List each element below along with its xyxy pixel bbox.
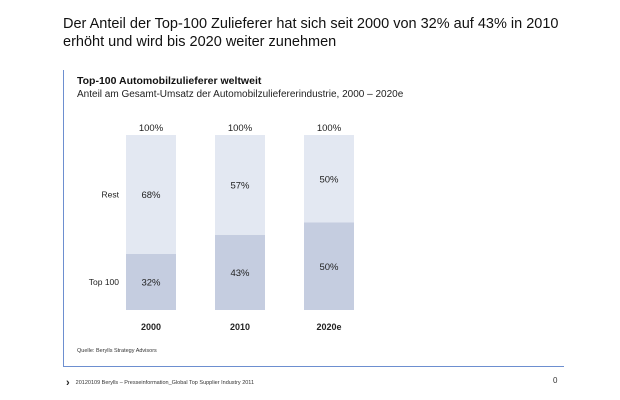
data-label-top-100-2010: 43% (230, 268, 250, 279)
total-label-2020e: 100% (317, 123, 342, 134)
chart-subtitle: Anteil am Gesamt-Umsatz der Automobilzul… (77, 89, 404, 100)
footer: › 20120109 Berylls – Presseinformation_G… (66, 377, 254, 389)
chart-frame (63, 70, 564, 367)
total-label-2010: 100% (228, 123, 253, 134)
bar-segment-top-100-2010 (215, 234, 265, 310)
bar-segment-rest-2010 (215, 135, 265, 235)
data-label-rest-2020e: 50% (319, 174, 339, 185)
data-label-top-100-2000: 32% (141, 278, 161, 289)
bar-segment-rest-2020e (304, 135, 354, 223)
source-note: Quelle: Berylls Strategy Advisors (77, 348, 157, 354)
data-label-rest-2000: 68% (141, 190, 161, 201)
bar-segment-top-100-2020e (304, 222, 354, 310)
x-tick-label-2010: 2010 (230, 322, 250, 332)
bar-segment-rest-2000 (126, 135, 176, 254)
footer-text: 20120109 Berylls – Presseinformation_Glo… (75, 380, 255, 386)
series-label-rest: Rest (102, 190, 120, 200)
data-label-top-100-2020e: 50% (319, 262, 339, 273)
x-tick-label-2020e: 2020e (316, 322, 341, 332)
x-tick-label-2000: 2000 (141, 322, 161, 332)
headline: Der Anteil der Top-100 Zulieferer hat si… (63, 16, 559, 50)
chart-title: Top-100 Automobilzulieferer weltweit (77, 75, 262, 87)
berylls-logo-icon: › (66, 377, 70, 389)
bar-segment-top-100-2000 (126, 254, 176, 310)
data-label-rest-2010: 57% (230, 180, 250, 191)
page-number: 0 (553, 376, 558, 385)
total-label-2000: 100% (139, 123, 164, 134)
series-label-top-100: Top 100 (89, 277, 120, 287)
